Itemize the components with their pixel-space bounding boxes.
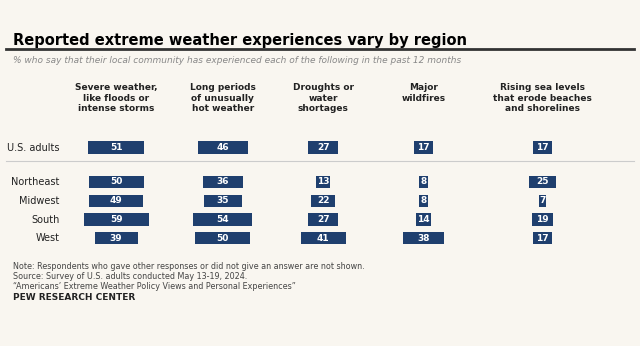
Text: 22: 22: [317, 196, 330, 205]
FancyBboxPatch shape: [89, 176, 143, 188]
Text: 8: 8: [420, 177, 427, 186]
Text: 17: 17: [417, 143, 430, 152]
FancyBboxPatch shape: [95, 232, 138, 244]
Text: Major
wildfires: Major wildfires: [401, 83, 445, 103]
Text: 50: 50: [216, 234, 229, 243]
Text: Rising sea levels
that erode beaches
and shorelines: Rising sea levels that erode beaches and…: [493, 83, 592, 113]
Text: % who say that their local community has experienced each of the following in th: % who say that their local community has…: [13, 56, 461, 65]
Text: 17: 17: [536, 143, 549, 152]
Text: 59: 59: [110, 215, 122, 224]
Text: 17: 17: [536, 234, 549, 243]
FancyBboxPatch shape: [403, 232, 444, 244]
FancyBboxPatch shape: [84, 213, 148, 226]
FancyBboxPatch shape: [416, 213, 431, 226]
FancyBboxPatch shape: [89, 194, 143, 207]
Text: 8: 8: [420, 196, 427, 205]
Text: Reported extreme weather experiences vary by region: Reported extreme weather experiences var…: [13, 33, 467, 48]
FancyBboxPatch shape: [419, 176, 428, 188]
Text: 7: 7: [540, 196, 546, 205]
FancyBboxPatch shape: [308, 142, 338, 154]
Text: 27: 27: [317, 215, 330, 224]
FancyBboxPatch shape: [311, 194, 335, 207]
FancyBboxPatch shape: [529, 176, 556, 188]
Text: 54: 54: [216, 215, 229, 224]
FancyBboxPatch shape: [88, 142, 144, 154]
Text: 25: 25: [536, 177, 549, 186]
FancyBboxPatch shape: [203, 176, 243, 188]
FancyBboxPatch shape: [539, 194, 547, 207]
Text: West: West: [36, 233, 60, 243]
FancyBboxPatch shape: [414, 142, 433, 154]
Text: Northeast: Northeast: [12, 177, 60, 187]
Text: 27: 27: [317, 143, 330, 152]
Text: 38: 38: [417, 234, 429, 243]
Text: 13: 13: [317, 177, 330, 186]
FancyBboxPatch shape: [316, 176, 330, 188]
Text: PEW RESEARCH CENTER: PEW RESEARCH CENTER: [13, 293, 135, 302]
FancyBboxPatch shape: [308, 213, 338, 226]
Text: Droughts or
water
shortages: Droughts or water shortages: [292, 83, 354, 113]
Text: 14: 14: [417, 215, 430, 224]
Text: 51: 51: [110, 143, 122, 152]
FancyBboxPatch shape: [533, 142, 552, 154]
Text: 41: 41: [317, 234, 330, 243]
Text: 35: 35: [216, 196, 229, 205]
Text: Long periods
of unusually
hot weather: Long periods of unusually hot weather: [190, 83, 256, 113]
Text: Note: Respondents who gave other responses or did not give an answer are not sho: Note: Respondents who gave other respons…: [13, 262, 364, 291]
Text: 49: 49: [110, 196, 122, 205]
Text: Midwest: Midwest: [19, 196, 60, 206]
Text: 50: 50: [110, 177, 122, 186]
FancyBboxPatch shape: [195, 232, 250, 244]
Text: 39: 39: [110, 234, 122, 243]
FancyBboxPatch shape: [204, 194, 242, 207]
FancyBboxPatch shape: [419, 194, 428, 207]
Text: South: South: [31, 215, 60, 225]
FancyBboxPatch shape: [533, 232, 552, 244]
Text: 36: 36: [216, 177, 229, 186]
Text: Severe weather,
like floods or
intense storms: Severe weather, like floods or intense s…: [75, 83, 157, 113]
FancyBboxPatch shape: [532, 213, 553, 226]
FancyBboxPatch shape: [193, 213, 252, 226]
FancyBboxPatch shape: [198, 142, 248, 154]
Text: 46: 46: [216, 143, 229, 152]
FancyBboxPatch shape: [301, 232, 346, 244]
Text: 19: 19: [536, 215, 549, 224]
Text: U.S. adults: U.S. adults: [7, 143, 60, 153]
